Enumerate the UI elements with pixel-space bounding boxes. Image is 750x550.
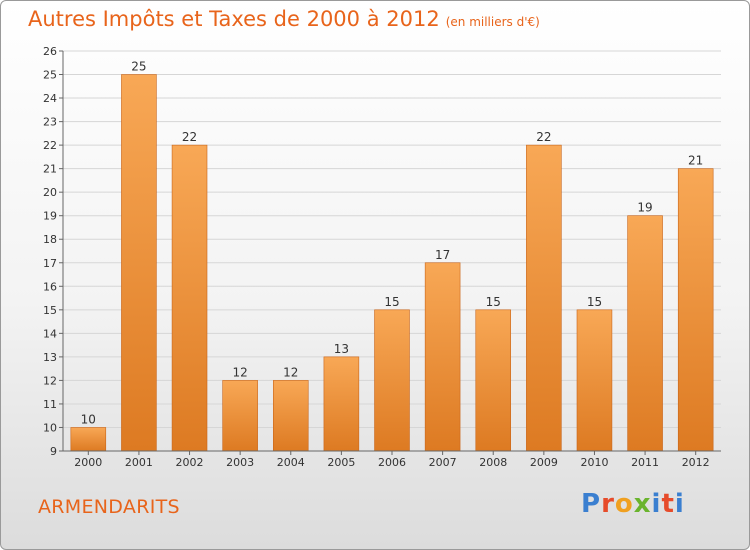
y-tick-label: 14 [43,327,57,340]
bar-value-label: 15 [587,295,602,309]
x-tick-label: 2008 [479,456,507,469]
bar-2004 [273,380,309,452]
bar-2008 [475,309,511,452]
bar-2005 [323,356,360,452]
bar-value-label: 15 [486,295,501,309]
bar-value-label: 17 [435,248,450,262]
bar-2012 [677,168,714,452]
x-tick-label: 2000 [74,456,102,469]
bar-2001 [121,74,157,452]
x-axis: 2000 2001 2002 2003 2004 2005 2006 2007 2008 2009… [63,450,721,469]
y-tick-label: 12 [43,374,57,387]
chart-title-text: Autres Impôts et Taxes de 2000 à 2012 [28,7,440,31]
bar-value-label: 10 [81,412,96,426]
x-tick-label: 2007 [429,456,457,469]
y-tick-label: 23 [43,116,57,129]
chart-unit: (en milliers d'€) [445,15,540,29]
y-tick-label: 21 [43,163,57,176]
y-tick-label: 10 [43,421,57,434]
commune-name: ARMENDARITS [38,496,180,518]
y-tick-label: 19 [43,210,57,223]
bar-value-label: 15 [384,295,399,309]
bar-2007 [424,262,461,452]
bar-2003 [222,380,258,452]
y-axis: 9 10 11 12 13 14 15 16 17 18 19 20 21 22 23 24 25 26 [43,45,64,458]
bar-2011 [627,215,663,452]
bar-value-label: 12 [233,365,248,379]
x-tick-label: 2005 [327,456,355,469]
y-tick-label: 18 [43,233,57,246]
bar-value-label: 12 [283,365,298,379]
x-tick-label: 2001 [125,456,153,469]
y-tick-label: 11 [43,398,57,411]
y-tick-label: 15 [43,304,57,317]
chart-title: Autres Impôts et Taxes de 2000 à 2012 (en… [28,7,540,31]
bar-value-label: 22 [536,130,551,144]
x-tick-label: 2009 [530,456,558,469]
bar-value-label: 19 [637,201,652,215]
x-tick-label: 2012 [682,456,710,469]
x-tick-label: 2011 [631,456,659,469]
x-tick-label: 2003 [226,456,254,469]
bar-2010 [576,309,613,452]
y-tick-label: 20 [43,186,57,199]
bar-2000 [70,427,107,452]
x-tick-label: 2004 [277,456,305,469]
proxiti-logo[interactable]: Proxiti [581,489,685,519]
y-tick-label: 25 [43,69,57,82]
x-tick-label: 2010 [580,456,608,469]
bar-2006 [374,309,410,452]
bar-value-label: 25 [131,60,146,74]
y-tick-label: 17 [43,257,57,270]
y-tick-label: 26 [43,45,57,58]
bar-2002 [171,144,208,452]
bar-value-label: 22 [182,130,197,144]
bars: 10 25 22 12 12 13 15 17 15 22 15 19 21 [70,60,714,452]
y-tick-label: 13 [43,351,57,364]
bar-value-label: 13 [334,342,349,356]
y-tick-label: 9 [50,445,57,458]
x-tick-label: 2006 [378,456,406,469]
x-tick-label: 2002 [176,456,204,469]
y-tick-label: 24 [43,92,57,105]
bar-2009 [526,144,562,452]
y-tick-label: 22 [43,139,57,152]
bar-value-label: 21 [688,154,703,168]
y-tick-label: 16 [43,280,57,293]
